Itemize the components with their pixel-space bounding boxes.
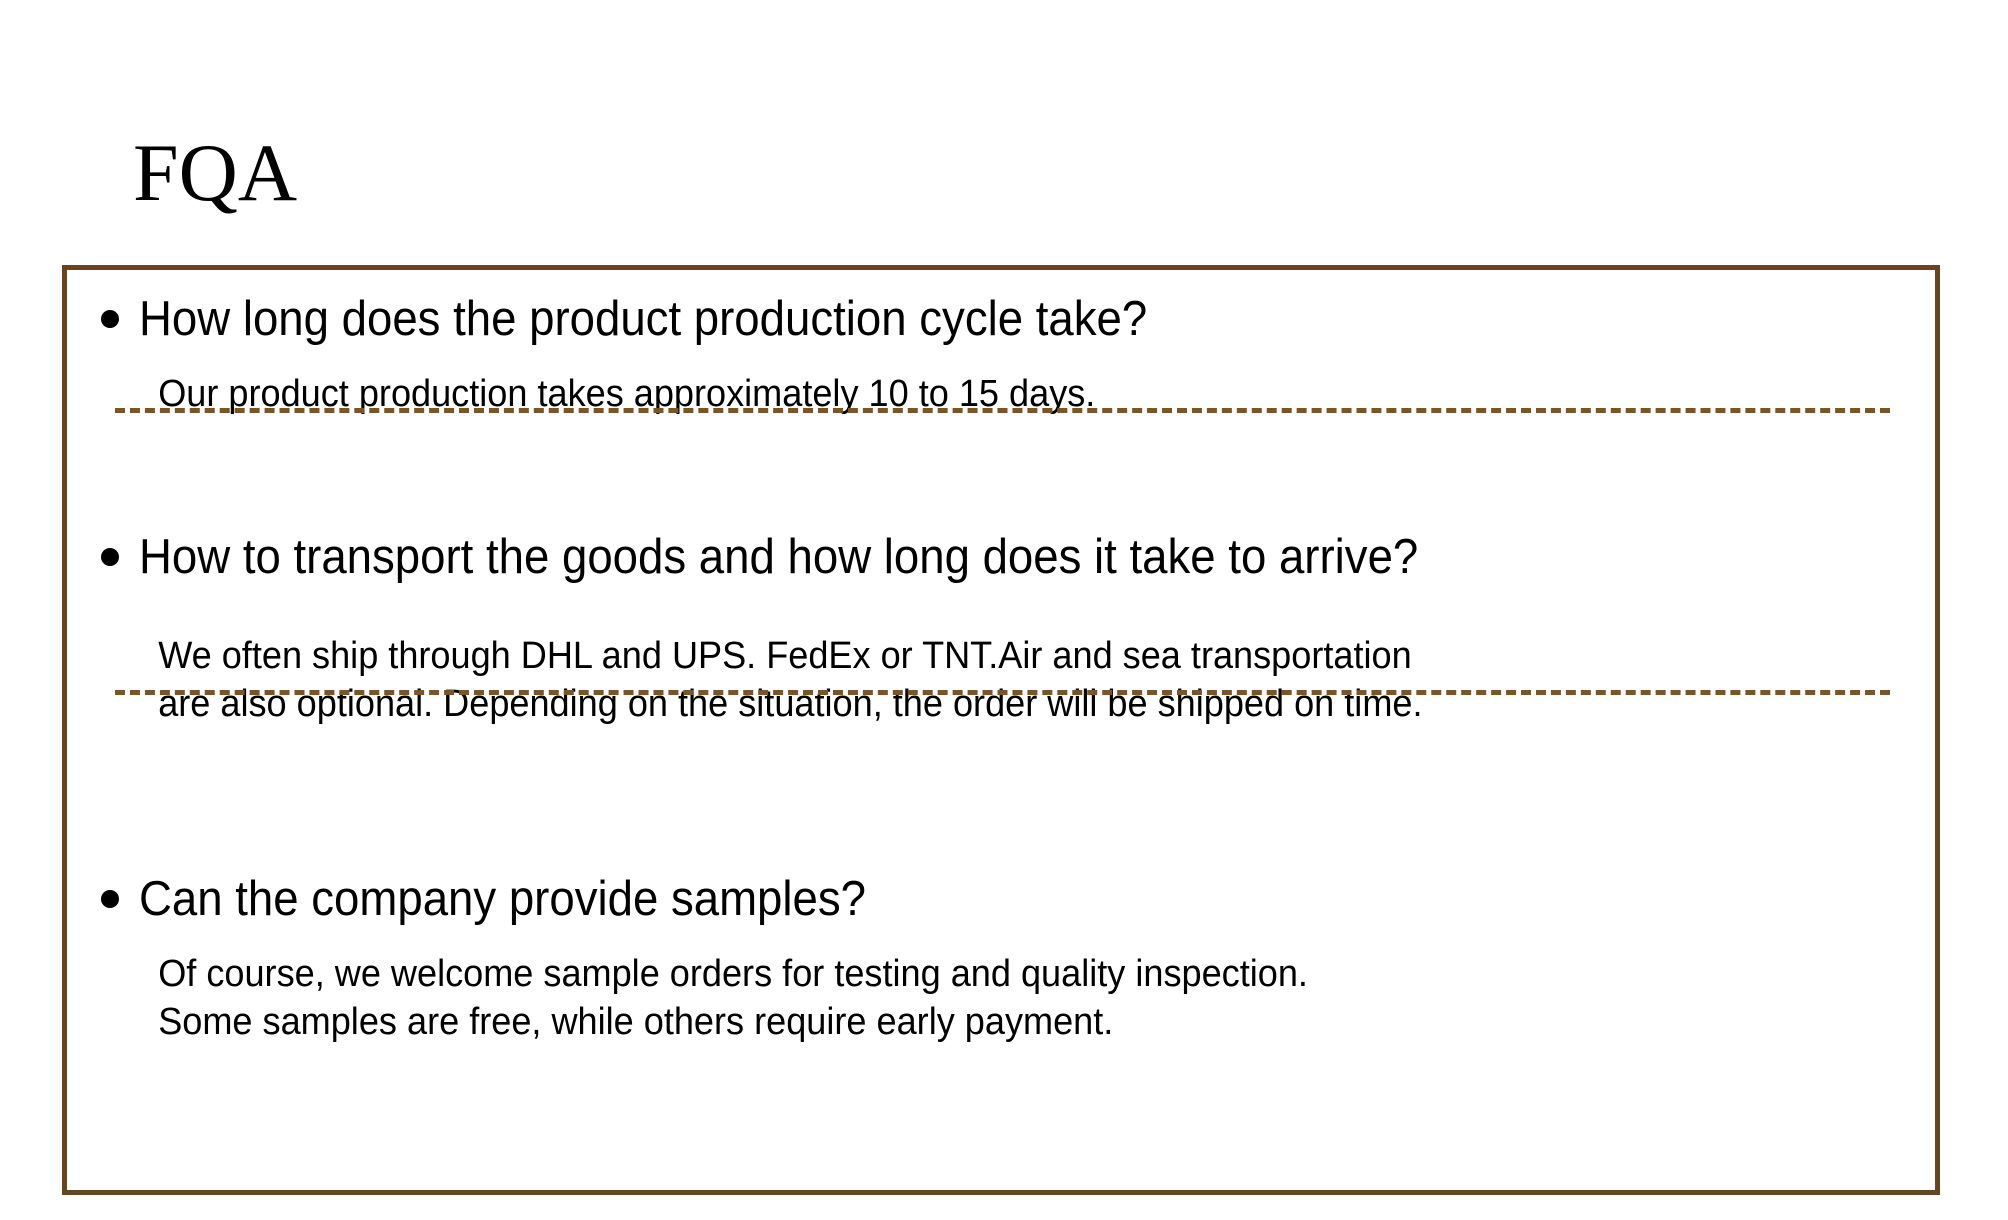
bullet-icon (101, 890, 119, 908)
faq-question-text: How to transport the goods and how long … (139, 530, 1419, 584)
spacer (67, 928, 1935, 950)
faq-question: How to transport the goods and how long … (67, 528, 1935, 586)
faq-panel-inner: How long does the product production cyc… (67, 270, 1935, 1190)
faq-question: Can the company provide samples? (67, 870, 1935, 928)
section-divider (115, 408, 1890, 413)
faq-item: Can the company provide samples? Of cour… (67, 870, 1935, 1046)
faq-question-text: How long does the product production cyc… (139, 292, 1148, 346)
faq-panel: How long does the product production cyc… (62, 265, 1940, 1195)
faq-question-text: Can the company provide samples? (139, 872, 866, 926)
section-divider (115, 690, 1890, 695)
faq-answer: We often ship through DHL and UPS. FedEx… (67, 632, 1842, 728)
faq-answer-line: Of course, we welcome sample orders for … (158, 953, 1308, 995)
bullet-icon (101, 310, 119, 328)
faq-question: How long does the product production cyc… (67, 290, 1935, 348)
faq-answer: Of course, we welcome sample orders for … (67, 950, 1842, 1046)
faq-answer-line: We often ship through DHL and UPS. FedEx… (158, 635, 1412, 677)
faq-answer-line: Some samples are free, while others requ… (158, 1001, 1114, 1043)
spacer (67, 586, 1935, 632)
faq-item: How to transport the goods and how long … (67, 528, 1935, 728)
bullet-icon (101, 548, 119, 566)
faq-answer-line: are also optional. Depending on the situ… (158, 683, 1423, 725)
faq-item: How long does the product production cyc… (67, 290, 1935, 418)
spacer (67, 348, 1935, 370)
page-title: FQA (133, 127, 298, 218)
